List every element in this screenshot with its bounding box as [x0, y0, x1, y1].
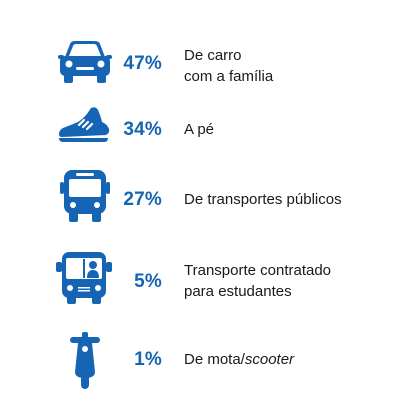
category-label: A pé	[184, 121, 215, 138]
value-label: 47%	[123, 53, 162, 74]
category-label: De carro com a família	[184, 47, 274, 85]
category-label: Transporte contratado para estudantes	[184, 262, 332, 300]
shoe-icon	[59, 107, 110, 142]
mode-row-school-bus: 5% Transporte contratado para estudantes	[0, 246, 411, 316]
mode-row-public-transport: 27% De transportes públicos	[0, 166, 411, 236]
value-label: 27%	[123, 189, 162, 210]
value-label: 34%	[123, 119, 162, 140]
category-label-prefix: De mota/	[184, 351, 245, 368]
category-label-italic: scooter	[244, 351, 295, 368]
category-label: De transportes públicos	[184, 191, 342, 208]
value-label: 5%	[134, 271, 162, 292]
scooter-icon	[70, 332, 100, 389]
bus-icon	[60, 170, 110, 222]
school-bus-icon	[56, 252, 112, 304]
mode-row-car: 47% De carro com a família	[0, 30, 411, 100]
value-label: 1%	[134, 349, 162, 370]
category-label: De mota/scooter	[184, 349, 399, 370]
mode-row-walking: 34% A pé	[0, 98, 411, 168]
mode-row-scooter: 1% De mota/scooter	[0, 330, 411, 400]
car-icon	[58, 41, 112, 83]
